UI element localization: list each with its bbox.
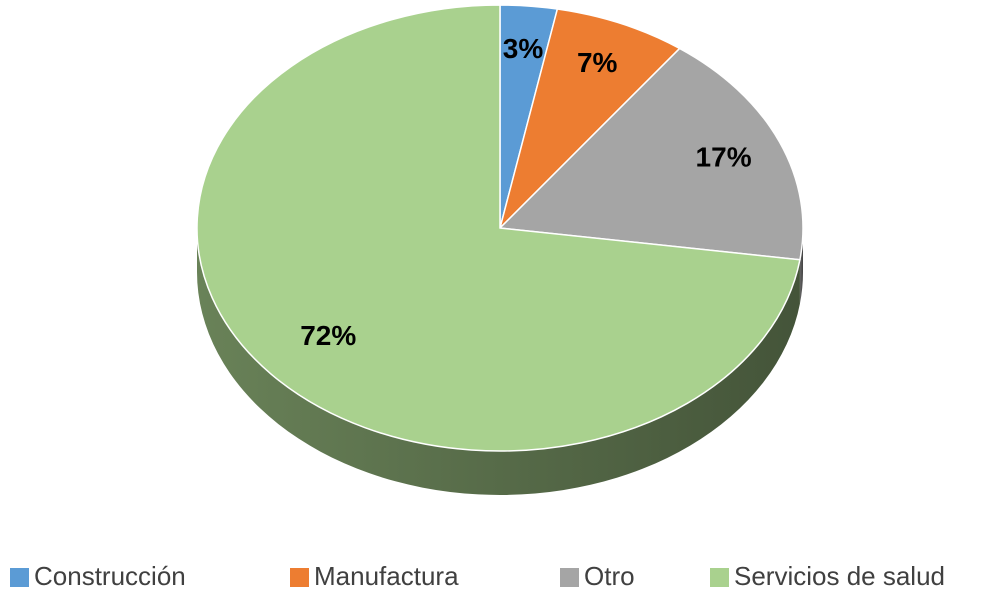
legend-label: Otro — [584, 561, 635, 591]
legend-label: Manufactura — [314, 561, 459, 591]
pie-slice — [498, 8, 681, 231]
data-label: 3% — [503, 33, 544, 64]
legend-label: Construcción — [34, 561, 186, 591]
legend-swatch — [10, 568, 29, 587]
legend-swatch — [290, 568, 309, 587]
data-label: 7% — [577, 47, 618, 78]
data-label: 72% — [300, 320, 356, 351]
legend-swatch — [710, 568, 729, 587]
pie-slice — [196, 4, 801, 452]
pie-slice — [498, 47, 804, 261]
legend-swatch — [560, 568, 579, 587]
data-label: 17% — [696, 141, 752, 172]
legend-label: Servicios de salud — [734, 561, 945, 591]
pie-side — [197, 228, 800, 496]
